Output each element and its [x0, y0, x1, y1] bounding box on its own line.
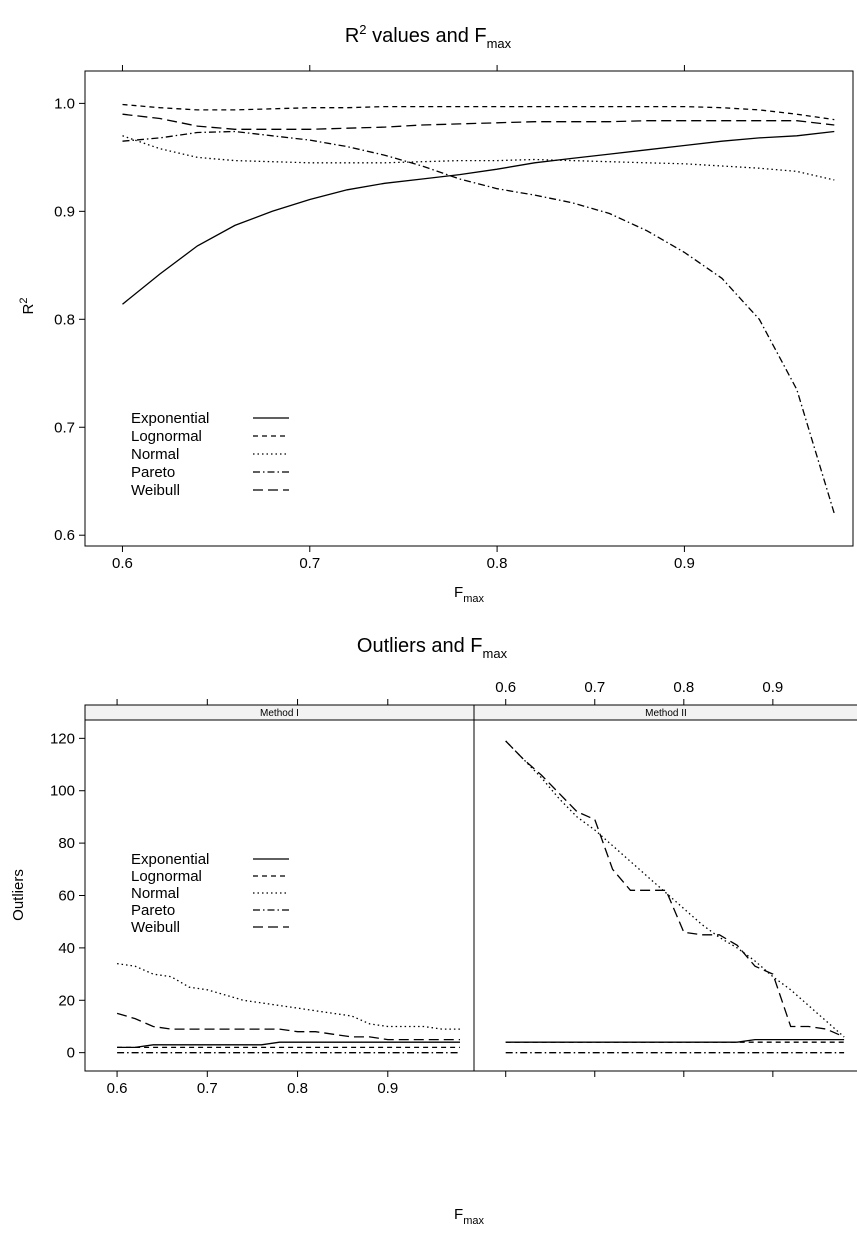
method-ii-panel [473, 719, 857, 1072]
outliers-chart-title-main: Outliers and F [357, 635, 483, 657]
outliers-x-axis-label: Fmax [454, 1206, 484, 1227]
r2-plot-frame [84, 70, 854, 547]
r2-line-weibull [122, 113, 835, 130]
outliers-y-tick-label: 40 [58, 940, 75, 957]
r2-x-tick-label: 0.7 [299, 555, 320, 572]
method-ii-line-weibull [505, 740, 845, 1038]
outliers-y-tick-label: 100 [50, 783, 75, 800]
outliers-legend-label-weibull: Weibull [131, 919, 180, 936]
method-i-series-lines [116, 962, 460, 1054]
r2-x-ticks-top [121, 65, 685, 71]
outliers-legend-label-lognormal: Lognormal [131, 868, 202, 885]
r2-legend-label-weibull: Weibull [131, 482, 180, 499]
r2-line-normal [122, 135, 835, 181]
method-i-x-tick-label: 0.9 [377, 1080, 398, 1097]
r2-x-ticks-bottom: 0.6 0.7 0.8 0.9 [112, 546, 695, 572]
r2-y-axis-label: R2 [18, 298, 37, 315]
r2-chart-title: R2 values and Fmax [345, 22, 512, 51]
method-i-line-normal [117, 962, 460, 1030]
r2-line-exponential [122, 130, 835, 305]
r2-x-tick-label: 0.8 [487, 555, 508, 572]
r2-chart-title-sup: 2 [359, 22, 366, 37]
method-i-line-exponential [117, 1041, 460, 1049]
r2-y-tick-label: 0.8 [54, 311, 75, 328]
outliers-chart: Outliers and Fmax Method I Method II 0.6… [10, 635, 857, 1227]
r2-chart-title-r: R [345, 25, 359, 47]
r2-chart: R2 values and Fmax 0.6 0.7 0.8 0.9 0.60.70.… [18, 22, 854, 605]
r2-x-axis-label-sub: max [463, 593, 484, 605]
method-i-line-weibull [116, 1012, 460, 1041]
outliers-y-axis-label: Outliers [10, 869, 27, 921]
outliers-legend-label-exponential: Exponential [131, 851, 209, 868]
r2-legend-label-pareto: Pareto [131, 464, 175, 481]
r2-y-axis-label-sup: 2 [18, 298, 30, 304]
method-i-strip-label: Method I [260, 708, 299, 719]
method-i-x-tick-label: 0.7 [197, 1080, 218, 1097]
r2-x-axis-label: Fmax [454, 584, 484, 605]
r2-line-pareto [122, 130, 835, 514]
outliers-y-tick-label: 0 [67, 1045, 75, 1062]
r2-legend-label-normal: Normal [131, 446, 179, 463]
outliers-y-ticks: 0 20 40 60 80 100 120 [50, 730, 85, 1062]
r2-legend-label-lognormal: Lognormal [131, 428, 202, 445]
outliers-legend-label-pareto: Pareto [131, 902, 175, 919]
r2-y-ticks: 0.6 0.7 0.8 0.9 1.0 [54, 95, 85, 544]
outliers-y-tick-label: 60 [58, 888, 75, 905]
outliers-x-axis-label-sub: max [463, 1215, 484, 1227]
method-ii-x-tick-label: 0.6 [495, 679, 516, 696]
r2-y-tick-label: 1.0 [54, 95, 75, 112]
r2-x-tick-label: 0.6 [112, 555, 133, 572]
method-ii-x-tick-label: 0.8 [673, 679, 694, 696]
method-ii-line-exponential [505, 1038, 845, 1043]
outliers-x-ticks: 0.6 0.7 0.8 0.9 0.6 0.7 0.8 0.9 [107, 679, 784, 1097]
method-ii-x-tick-label: 0.7 [584, 679, 605, 696]
method-i-x-tick-label: 0.6 [107, 1080, 128, 1097]
method-ii-line-normal [505, 740, 845, 1038]
r2-y-axis-label-r: R [20, 303, 37, 314]
r2-series-lines [122, 103, 835, 514]
outliers-chart-title: Outliers and Fmax [357, 635, 508, 661]
r2-line-lognormal [122, 103, 835, 121]
method-ii-x-tick-label: 0.9 [762, 679, 783, 696]
outliers-y-tick-label: 20 [58, 992, 75, 1009]
outliers-chart-title-sub: max [483, 646, 508, 661]
r2-chart-title-sub: max [487, 36, 512, 51]
r2-y-tick-label: 0.9 [54, 203, 75, 220]
r2-x-tick-label: 0.9 [674, 555, 695, 572]
outliers-y-tick-label: 80 [58, 835, 75, 852]
r2-x-axis-label-f: F [454, 584, 463, 601]
outliers-y-tick-label: 120 [50, 730, 75, 747]
outliers-x-axis-label-f: F [454, 1206, 463, 1223]
r2-legend-label-exponential: Exponential [131, 410, 209, 427]
outliers-legend-label-normal: Normal [131, 885, 179, 902]
r2-y-tick-label: 0.6 [54, 527, 75, 544]
method-i-x-tick-label: 0.8 [287, 1080, 308, 1097]
method-ii-strip-label: Method II [645, 708, 687, 719]
method-ii-series-lines [505, 740, 845, 1054]
r2-chart-title-mid: values and F [367, 25, 487, 47]
r2-y-tick-label: 0.7 [54, 419, 75, 436]
